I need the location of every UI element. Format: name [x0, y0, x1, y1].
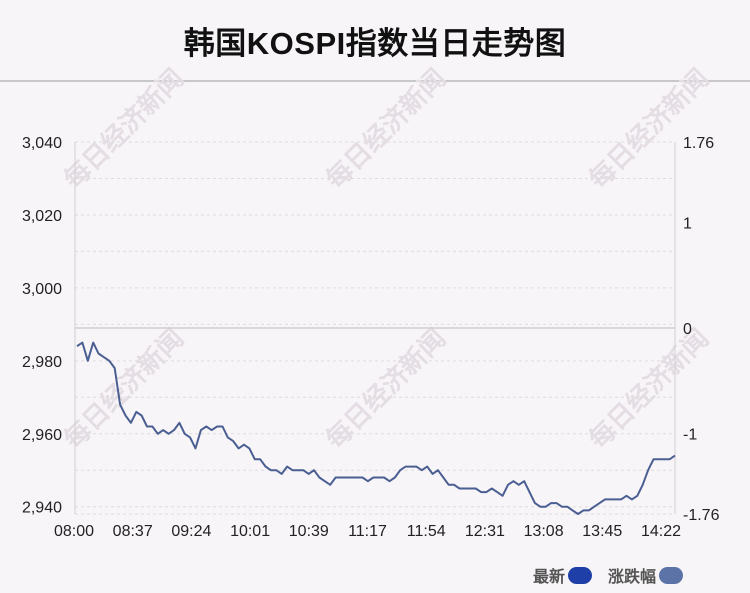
legend-latest: 最新 [533, 563, 593, 587]
watermark-1: 每日经济新闻 [320, 63, 452, 195]
watermark-2: 每日经济新闻 [583, 63, 715, 195]
series-line-latest [76, 341, 676, 515]
x-tick-label: 11:17 [348, 523, 387, 540]
x-tick-label: 13:45 [582, 523, 622, 540]
chart-title: 韩国KOSPI指数当日走势图 [183, 26, 567, 61]
x-tick-label: 14:22 [641, 523, 681, 540]
y-right-tick-label: 1 [683, 215, 692, 232]
x-tick-label: 13:08 [524, 523, 564, 540]
y-left-tick-label: 2,940 [22, 500, 62, 517]
y-left-tick-label: 3,000 [22, 281, 62, 298]
watermark-3: 每日经济新闻 [58, 323, 190, 455]
legend-change-label: 涨跌幅 [608, 569, 657, 586]
x-tick-label: 10:39 [289, 523, 329, 540]
x-tick-label: 09:24 [171, 523, 211, 540]
watermark-4: 每日经济新闻 [320, 323, 452, 455]
y-left-tick-label: 2,960 [22, 427, 62, 444]
y-left-tick-label: 2,980 [22, 354, 62, 371]
x-tick-label: 08:00 [54, 523, 94, 540]
x-tick-label: 11:54 [407, 523, 446, 540]
legend-change-swatch [659, 566, 684, 584]
x-tick-label: 08:37 [113, 523, 153, 540]
header: 韩国KOSPI指数当日走势图 [0, 0, 750, 82]
y-right-tick-label: 0 [683, 321, 692, 338]
x-tick-label: 10:01 [230, 523, 270, 540]
y-right-tick-label: -1.76 [683, 507, 720, 524]
y-left-tick-label: 3,020 [22, 208, 62, 225]
y-right-tick-label: 1.76 [683, 135, 714, 152]
x-tick-label: 12:31 [465, 523, 505, 540]
legend-change: 涨跌幅 [608, 563, 684, 587]
y-left-tick-label: 3,040 [22, 135, 62, 152]
watermark-0: 每日经济新闻 [58, 63, 190, 195]
legend-latest-swatch [568, 566, 593, 584]
legend-latest-label: 最新 [533, 569, 566, 586]
y-right-tick-label: -1 [683, 427, 697, 444]
